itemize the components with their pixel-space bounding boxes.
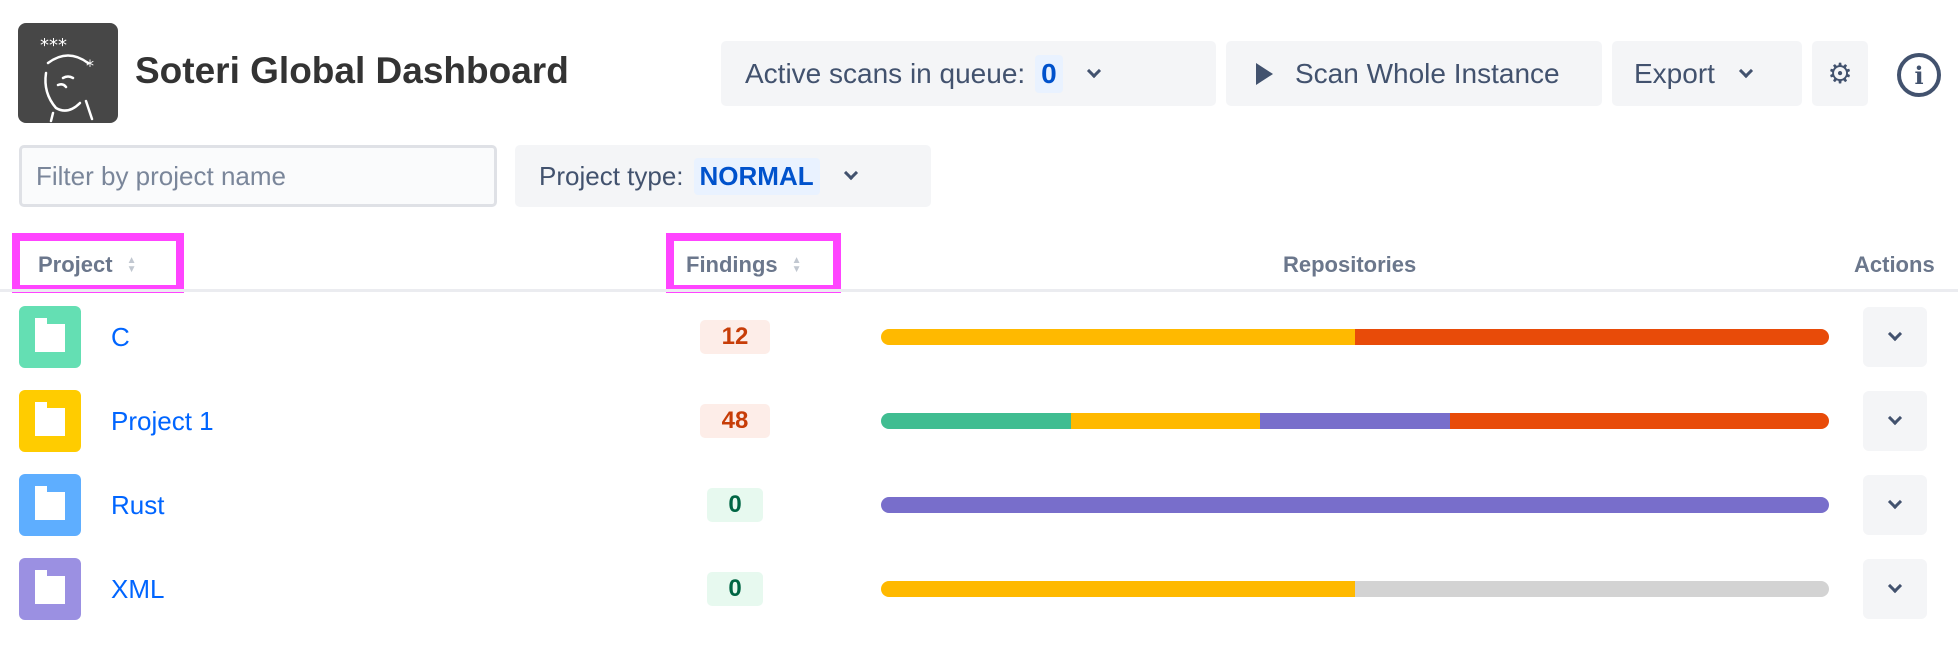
sort-icon: ▲ ▼ — [126, 255, 137, 275]
column-header-actions: Actions — [1854, 252, 1935, 277]
row-actions-button[interactable] — [1863, 391, 1927, 451]
repository-segment — [1449, 413, 1829, 429]
info-icon[interactable]: i — [1897, 53, 1941, 97]
repository-segment — [881, 497, 1829, 513]
soteri-logo: *** * — [18, 23, 118, 123]
column-header-findings[interactable]: Findings ▲ ▼ — [686, 240, 802, 290]
chevron-down-icon — [1887, 326, 1903, 342]
folder-icon — [19, 558, 81, 620]
repository-segment — [881, 329, 1355, 345]
project-filter-placeholder: Filter by project name — [36, 160, 286, 191]
column-label: Findings — [686, 252, 778, 277]
svg-text:*: * — [86, 56, 94, 75]
findings-badge: 0 — [707, 488, 763, 522]
repository-segment — [1260, 413, 1450, 429]
svg-text:***: *** — [40, 35, 67, 56]
chevron-down-icon — [1887, 578, 1903, 594]
row-actions-button[interactable] — [1863, 307, 1927, 367]
sort-icon: ▲ ▼ — [791, 255, 802, 275]
project-type-value: NORMAL — [693, 157, 820, 195]
project-link[interactable]: Project 1 — [111, 406, 214, 436]
project-filter-input[interactable]: Filter by project name — [19, 145, 497, 207]
repository-segment — [881, 581, 1355, 597]
play-icon — [1256, 62, 1273, 85]
active-scans-dropdown[interactable]: Active scans in queue: 0 — [721, 41, 1216, 106]
folder-icon — [19, 306, 81, 368]
project-type-dropdown[interactable]: Project type: NORMAL — [515, 145, 931, 207]
column-header-project[interactable]: Project ▲ ▼ — [38, 240, 137, 290]
project-type-label: Project type: — [539, 160, 684, 191]
row-actions-button[interactable] — [1863, 475, 1927, 535]
settings-button[interactable]: ⚙ — [1812, 41, 1868, 106]
chevron-down-icon — [1887, 494, 1903, 510]
repository-segment — [1070, 413, 1261, 429]
folder-icon — [19, 474, 81, 536]
folder-icon — [19, 390, 81, 452]
repositories-bar — [881, 581, 1829, 597]
project-link[interactable]: Rust — [111, 490, 165, 520]
column-label: Project — [38, 252, 113, 277]
active-scans-count: 0 — [1035, 54, 1063, 93]
active-scans-label: Active scans in queue: — [745, 57, 1026, 89]
findings-badge: 48 — [700, 404, 770, 438]
chevron-down-icon — [843, 165, 858, 181]
repositories-bar — [881, 329, 1829, 345]
findings-badge: 0 — [707, 572, 763, 606]
repositories-bar — [881, 497, 1829, 513]
scan-label: Scan Whole Instance — [1295, 57, 1560, 89]
chevron-down-icon — [1887, 410, 1903, 426]
findings-badge: 12 — [700, 320, 770, 354]
row-actions-button[interactable] — [1863, 559, 1927, 619]
header-divider — [0, 289, 1958, 292]
repository-segment — [1355, 581, 1829, 597]
column-header-repositories: Repositories — [1283, 252, 1417, 277]
project-link[interactable]: C — [111, 322, 130, 352]
repositories-bar — [881, 413, 1829, 429]
project-link[interactable]: XML — [111, 574, 165, 604]
chevron-down-icon — [1086, 63, 1101, 78]
scan-whole-instance-button[interactable]: Scan Whole Instance — [1226, 41, 1602, 106]
chevron-down-icon — [1738, 63, 1754, 78]
repository-segment — [1355, 329, 1829, 345]
repository-segment — [881, 413, 1071, 429]
page-title: Soteri Global Dashboard — [135, 50, 569, 91]
export-label: Export — [1634, 57, 1715, 89]
gear-icon: ⚙ — [1827, 58, 1853, 89]
export-button[interactable]: Export — [1612, 41, 1802, 106]
